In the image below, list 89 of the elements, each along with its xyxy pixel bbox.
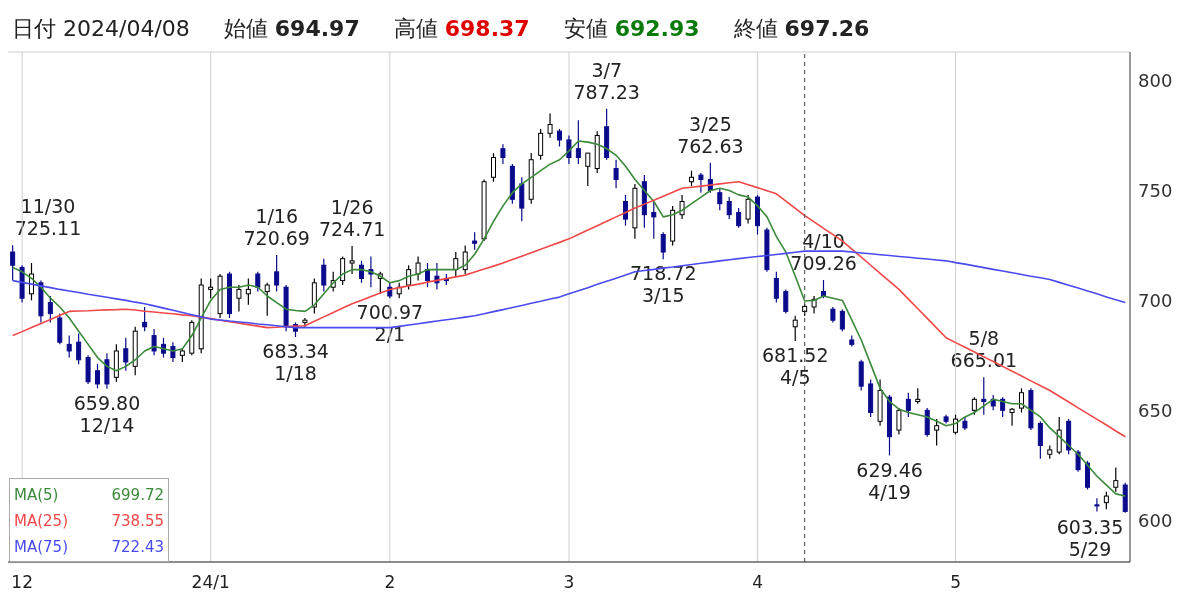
- text: 始値 694.97: [223, 16, 360, 41]
- candlestick: [349, 245, 355, 275]
- candlestick: [623, 194, 628, 227]
- annotation: 722.43: [111, 537, 164, 558]
- annotation: 683.34 1/18: [262, 340, 329, 385]
- text: 安値 692.93: [563, 16, 700, 41]
- candlestick: [264, 282, 270, 317]
- y-tick-label: 650: [1138, 399, 1173, 421]
- candlestick: [792, 315, 798, 342]
- candlestick: [123, 337, 129, 372]
- x-tick-label: 4: [752, 572, 763, 592]
- candlestick: [340, 255, 346, 286]
- candlestick: [425, 262, 430, 288]
- candlestick: [453, 251, 459, 277]
- annotation: 1/16 720.69: [243, 204, 310, 249]
- candlestick: [934, 418, 940, 447]
- candlestick: [1037, 420, 1043, 460]
- candlestick: [368, 255, 374, 288]
- x-tick-label: 2: [384, 572, 396, 592]
- x-tick-label: 3: [563, 572, 575, 592]
- annotation: 1/26 724.71: [318, 196, 386, 241]
- candlestick: [500, 143, 506, 165]
- y-tick-label: 600: [1138, 509, 1173, 531]
- candlestick: [321, 258, 327, 293]
- candlestick: [491, 152, 496, 183]
- candlestick: [255, 271, 261, 293]
- y-tick-label: 700: [1138, 289, 1173, 311]
- candlestick: [905, 392, 911, 418]
- candlestick: [585, 152, 591, 187]
- candlestick: [660, 231, 666, 260]
- line-series: [11, 180, 1127, 438]
- candlestick: [575, 119, 581, 165]
- candlestick: [10, 244, 16, 282]
- candlestick: [651, 200, 657, 240]
- candlestick: [245, 277, 251, 306]
- candlestick: [773, 271, 779, 304]
- candlestick: [302, 317, 308, 328]
- candlestick: [1056, 416, 1062, 455]
- candlestick: [1094, 497, 1100, 513]
- candlestick: [415, 255, 421, 282]
- candlestick: [95, 363, 100, 389]
- text: MA(25): [14, 511, 68, 532]
- candlestick: [462, 244, 468, 275]
- y-tick-label: 800: [1138, 69, 1173, 91]
- candlestick: [236, 284, 242, 312]
- candlestick: [566, 134, 572, 165]
- candlestick: [745, 194, 751, 225]
- candlestick: [208, 277, 214, 299]
- candlestick: [142, 306, 148, 332]
- annotation: 4/10 709.26: [790, 230, 857, 275]
- x-tick-label: 24/1: [191, 572, 230, 592]
- x-tick-label: 5: [950, 572, 961, 592]
- candlestick: [698, 172, 704, 194]
- candlestick: [717, 187, 723, 211]
- candlestick: [76, 332, 82, 365]
- candlestick: [47, 295, 53, 323]
- candlestick: [783, 288, 789, 315]
- candlestick: [1019, 387, 1024, 414]
- candlestick: [726, 196, 732, 220]
- annotation: 3/7 787.23: [573, 58, 640, 103]
- candlestick: [679, 194, 685, 220]
- candlestick: [896, 407, 902, 436]
- candlestick: [839, 308, 845, 332]
- y-tick-label: 750: [1138, 179, 1173, 201]
- annotation: 659.80 12/14: [73, 391, 141, 436]
- text: 終値 697.26: [733, 16, 870, 41]
- candlestick: [736, 207, 742, 229]
- text: MA(75): [14, 537, 68, 558]
- candlestick: [274, 254, 280, 293]
- candlestick: [151, 328, 157, 356]
- candlestick: [1009, 407, 1015, 427]
- candlestick: [538, 128, 544, 161]
- candlestick: [613, 159, 619, 189]
- annotation: 629.46 4/19: [856, 458, 923, 503]
- candlestick: [1113, 466, 1119, 493]
- annotation: 3/25 762.63: [677, 112, 744, 157]
- text: 日付 2024/04/08: [12, 16, 190, 41]
- annotation: 603.35 5/29: [1056, 515, 1124, 560]
- annotation: 738.55: [111, 511, 164, 532]
- x-tick-label: 12: [11, 572, 33, 592]
- annotation: 718.72 3/15: [630, 262, 697, 307]
- annotation: 11/30 725.11: [14, 195, 82, 240]
- candlestick: [547, 112, 553, 139]
- annotation: 699.72: [111, 485, 164, 506]
- candlestick: [981, 376, 987, 416]
- text: MA(5): [14, 485, 59, 506]
- text: 高値 698.37: [393, 16, 530, 41]
- annotation: 681.52 4/5: [762, 344, 829, 389]
- candlestick: [66, 334, 72, 359]
